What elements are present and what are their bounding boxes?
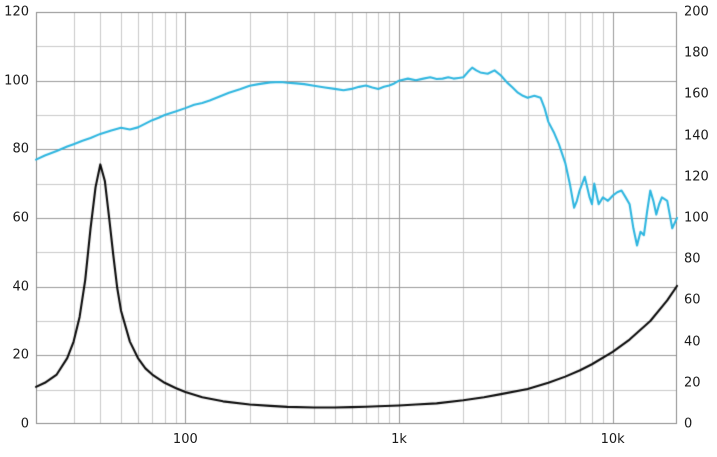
y-left-tick-label: 20 [12, 347, 29, 363]
y-right-tick-label: 200 [684, 4, 709, 20]
y-left-tick-label: 100 [4, 73, 29, 89]
y-right-tick-label: 180 [684, 45, 709, 61]
x-tick-label: 10k [600, 432, 625, 447]
y-right-tick-label: 100 [684, 210, 709, 226]
y-right-tick-label: 160 [684, 86, 709, 102]
y-right-tick-label: 80 [684, 251, 701, 267]
y-right-tick-label: 40 [684, 334, 701, 350]
y-right-tick-label: 0 [684, 416, 693, 432]
y-right-tick-label: 120 [684, 169, 709, 185]
y-left-tick-label: 0 [20, 416, 29, 432]
x-tick-label: 100 [172, 432, 198, 447]
y-left-tick-label: 80 [12, 141, 29, 157]
y-right-tick-label: 60 [684, 292, 701, 308]
y-left-tick-label: 120 [4, 4, 29, 20]
y-right-tick-label: 20 [684, 375, 701, 391]
y-left-tick-label: 60 [12, 210, 29, 226]
y-left-tick-label: 40 [12, 279, 29, 295]
y-right-tick-label: 140 [684, 128, 709, 144]
x-tick-label: 1k [391, 432, 407, 447]
